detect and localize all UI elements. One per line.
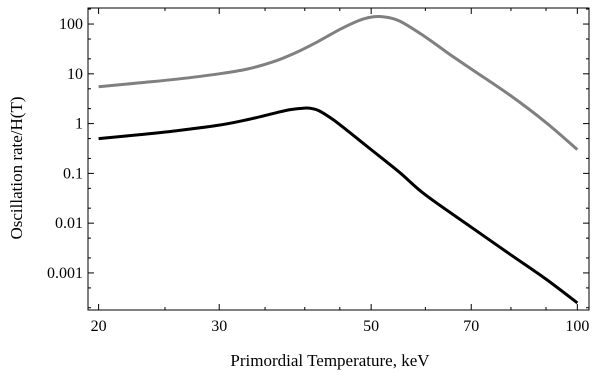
series-line-upper bbox=[98, 14, 579, 151]
x-tick-label: 100 bbox=[565, 318, 589, 335]
x-tick-label: 50 bbox=[363, 318, 379, 335]
y-tick-label: 0.1 bbox=[63, 165, 83, 182]
series-layer bbox=[98, 14, 579, 305]
ticks bbox=[88, 8, 589, 310]
y-tick-label: 1 bbox=[75, 116, 83, 133]
y-tick-label: 10 bbox=[67, 66, 83, 83]
x-axis-label: Primordial Temperature, keV bbox=[230, 351, 430, 370]
y-tick-label: 100 bbox=[59, 16, 83, 33]
y-tick-label: 0.01 bbox=[55, 215, 83, 232]
x-tick-label: 30 bbox=[211, 318, 227, 335]
series-line-lower bbox=[98, 106, 579, 305]
x-tick-label: 20 bbox=[91, 318, 107, 335]
x-tick-label: 70 bbox=[463, 318, 479, 335]
y-axis-label: Oscillation rate/H(T) bbox=[7, 96, 26, 239]
tick-labels: 20 30 50 70 100 0.001 0.01 0.1 1 10 100 bbox=[47, 16, 589, 335]
plot-frame bbox=[87, 7, 590, 311]
y-tick-label: 0.001 bbox=[47, 265, 83, 282]
